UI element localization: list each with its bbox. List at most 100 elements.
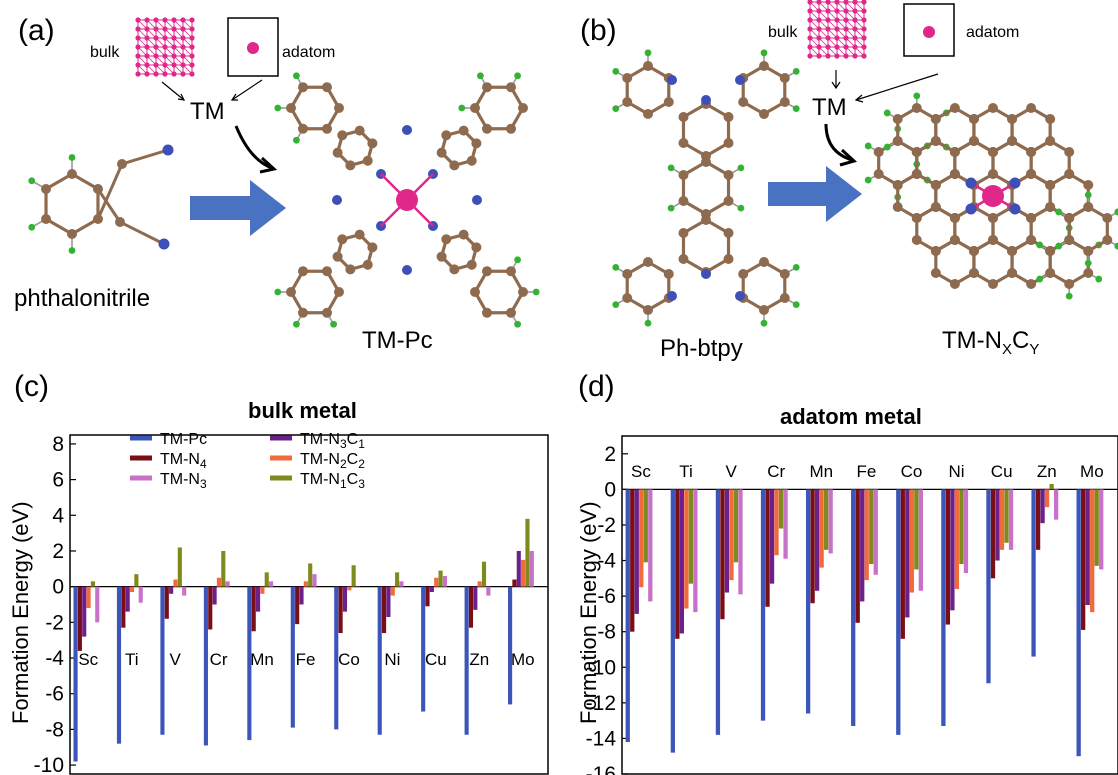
category-label-co: Co xyxy=(901,462,923,481)
bar-tm-n3-ti xyxy=(693,489,698,613)
panel-b-adatom-label: adatom xyxy=(966,24,1020,41)
bar-tm-pc-sc xyxy=(625,489,630,742)
category-label-cu: Cu xyxy=(425,650,447,669)
bar-tm-pc-mo xyxy=(1076,489,1081,757)
bar-tm-n4-ni xyxy=(382,586,387,634)
bar-tm-n1c3-zn xyxy=(481,561,487,587)
y-tick-label: 8 xyxy=(52,433,64,456)
panel-b-label: (b) xyxy=(580,14,617,47)
bar-tm-pc-co xyxy=(896,489,901,735)
y-tick-label: 0 xyxy=(604,478,616,501)
category-label-fe: Fe xyxy=(856,462,876,481)
panel-b-molecule-figure xyxy=(612,0,1118,327)
bar-tm-n2c2-co xyxy=(909,489,914,593)
bar-tm-n4-v xyxy=(164,586,169,619)
legend-entry-tm-n4: TM-N4 xyxy=(160,451,207,471)
legend-entry-tm-n2c2: TM-N2C2 xyxy=(300,451,365,471)
bar-tm-n3c1-co xyxy=(342,586,348,612)
y-tick-label: -16 xyxy=(586,763,616,775)
category-label-zn: Zn xyxy=(469,650,489,669)
y-tick-label: -8 xyxy=(597,621,616,644)
category-label-ti: Ti xyxy=(125,650,139,669)
bar-tm-n2c2-v xyxy=(729,489,734,581)
bar-tm-n2c2-ni xyxy=(954,489,960,589)
bar-tm-n3-mn xyxy=(269,581,274,587)
bar-tm-pc-sc xyxy=(73,586,78,762)
bar-tm-pc-ni xyxy=(377,586,382,735)
category-label-ti: Ti xyxy=(679,462,693,481)
bulk-lattice-icon xyxy=(807,0,867,59)
bar-tm-n3c1-mn xyxy=(814,489,820,591)
bar-tm-n3c1-ni xyxy=(950,489,955,611)
y-tick-label: 4 xyxy=(52,504,64,527)
y-tick-label: -10 xyxy=(586,656,616,679)
bar-tm-n3c1-v xyxy=(724,489,730,593)
bar-tm-n3-sc xyxy=(95,586,100,623)
panel-a-product-label: TM-Pc xyxy=(362,327,433,354)
bar-tm-n3-co xyxy=(918,489,923,591)
legend-entry-tm-pc: TM-Pc xyxy=(160,431,207,448)
bar-tm-n2c2-ni xyxy=(390,586,395,596)
bar-tm-n3c1-mo xyxy=(1085,489,1090,605)
bar-tm-n4-mo xyxy=(1081,489,1086,630)
bar-tm-n1c3-zn xyxy=(1049,484,1054,490)
category-label-v: V xyxy=(725,462,737,481)
bar-tm-n2c2-mn xyxy=(819,489,824,568)
bar-tm-pc-cu xyxy=(986,489,991,684)
bar-tm-pc-v xyxy=(160,586,165,735)
bar-tm-n1c3-mn xyxy=(824,489,829,550)
category-label-sc: Sc xyxy=(78,650,98,669)
bar-tm-n3-cr xyxy=(225,581,230,587)
category-label-cr: Cr xyxy=(767,462,785,481)
category-label-ni: Ni xyxy=(384,650,400,669)
bar-tm-n2c2-ti xyxy=(684,489,689,609)
bar-tm-n1c3-co xyxy=(351,565,356,587)
bar-tm-n4-sc xyxy=(77,586,82,651)
category-label-cr: Cr xyxy=(210,650,228,669)
chart-d-title: adatom metal xyxy=(780,404,922,429)
bar-tm-n4-co xyxy=(900,489,905,639)
category-label-fe: Fe xyxy=(296,650,316,669)
bar-tm-n4-cr xyxy=(765,489,770,607)
chart-c-bulk-metal: 8 6 4 2 0 -2 -4 -6 -8 -10 Sc Ti V Cr Mn Fe Co Ni Cu Zn Mo TM-… xyxy=(34,431,549,775)
bar-tm-pc-mn xyxy=(805,489,811,714)
category-label-mo: Mo xyxy=(511,650,535,669)
bar-tm-n4-cu xyxy=(425,586,430,607)
bar-tm-n3-zn xyxy=(486,586,491,596)
bar-tm-n2c2-cr xyxy=(216,577,222,587)
y-tick-label: -6 xyxy=(45,683,64,706)
bar-tm-n1c3-ti xyxy=(134,574,139,587)
bar-tm-n3-cu xyxy=(1008,489,1014,550)
bar-tm-n1c3-v xyxy=(177,547,182,587)
y-tick-label: -14 xyxy=(586,727,617,750)
category-label-mo: Mo xyxy=(1080,462,1104,481)
category-label-ni: Ni xyxy=(949,462,965,481)
bar-tm-n2c2-sc xyxy=(86,586,91,609)
bar-tm-pc-ni xyxy=(941,489,946,726)
panel-b-tm-label: TM xyxy=(812,94,847,121)
y-tick-label: -4 xyxy=(597,550,616,573)
legend-entry-tm-n3c1: TM-N3C1 xyxy=(300,431,365,451)
y-tick-label: -10 xyxy=(34,754,64,775)
category-label-mn: Mn xyxy=(809,462,833,481)
panel-a-reactant-label: phthalonitrile xyxy=(14,285,151,312)
panel-a-molecule-figure xyxy=(28,17,540,328)
panel-b-product-label: TM-NXCY xyxy=(942,327,1040,358)
bar-tm-n2c2-mo xyxy=(521,559,526,587)
bar-tm-n4-mn xyxy=(810,489,815,604)
y-tick-label: -6 xyxy=(597,585,616,608)
bar-tm-pc-cr xyxy=(203,586,208,746)
panel-a-bulk-label: bulk xyxy=(90,44,120,61)
bar-tm-n3-fe xyxy=(873,489,878,575)
panel-a-label: (a) xyxy=(18,14,55,47)
reaction-arrow-a-icon xyxy=(190,180,286,236)
panel-b-reactant-label: Ph-btpy xyxy=(660,335,743,362)
ph-btpy-molecule-icon xyxy=(612,49,800,327)
y-tick-label: -4 xyxy=(45,647,64,670)
bar-tm-n3-mn xyxy=(828,489,833,554)
y-tick-label: -8 xyxy=(45,718,64,741)
bar-tm-n1c3-fe xyxy=(869,489,874,565)
bar-tm-pc-cu xyxy=(421,586,426,712)
bar-tm-n3c1-co xyxy=(905,489,910,618)
y-tick-label: 0 xyxy=(52,576,64,599)
